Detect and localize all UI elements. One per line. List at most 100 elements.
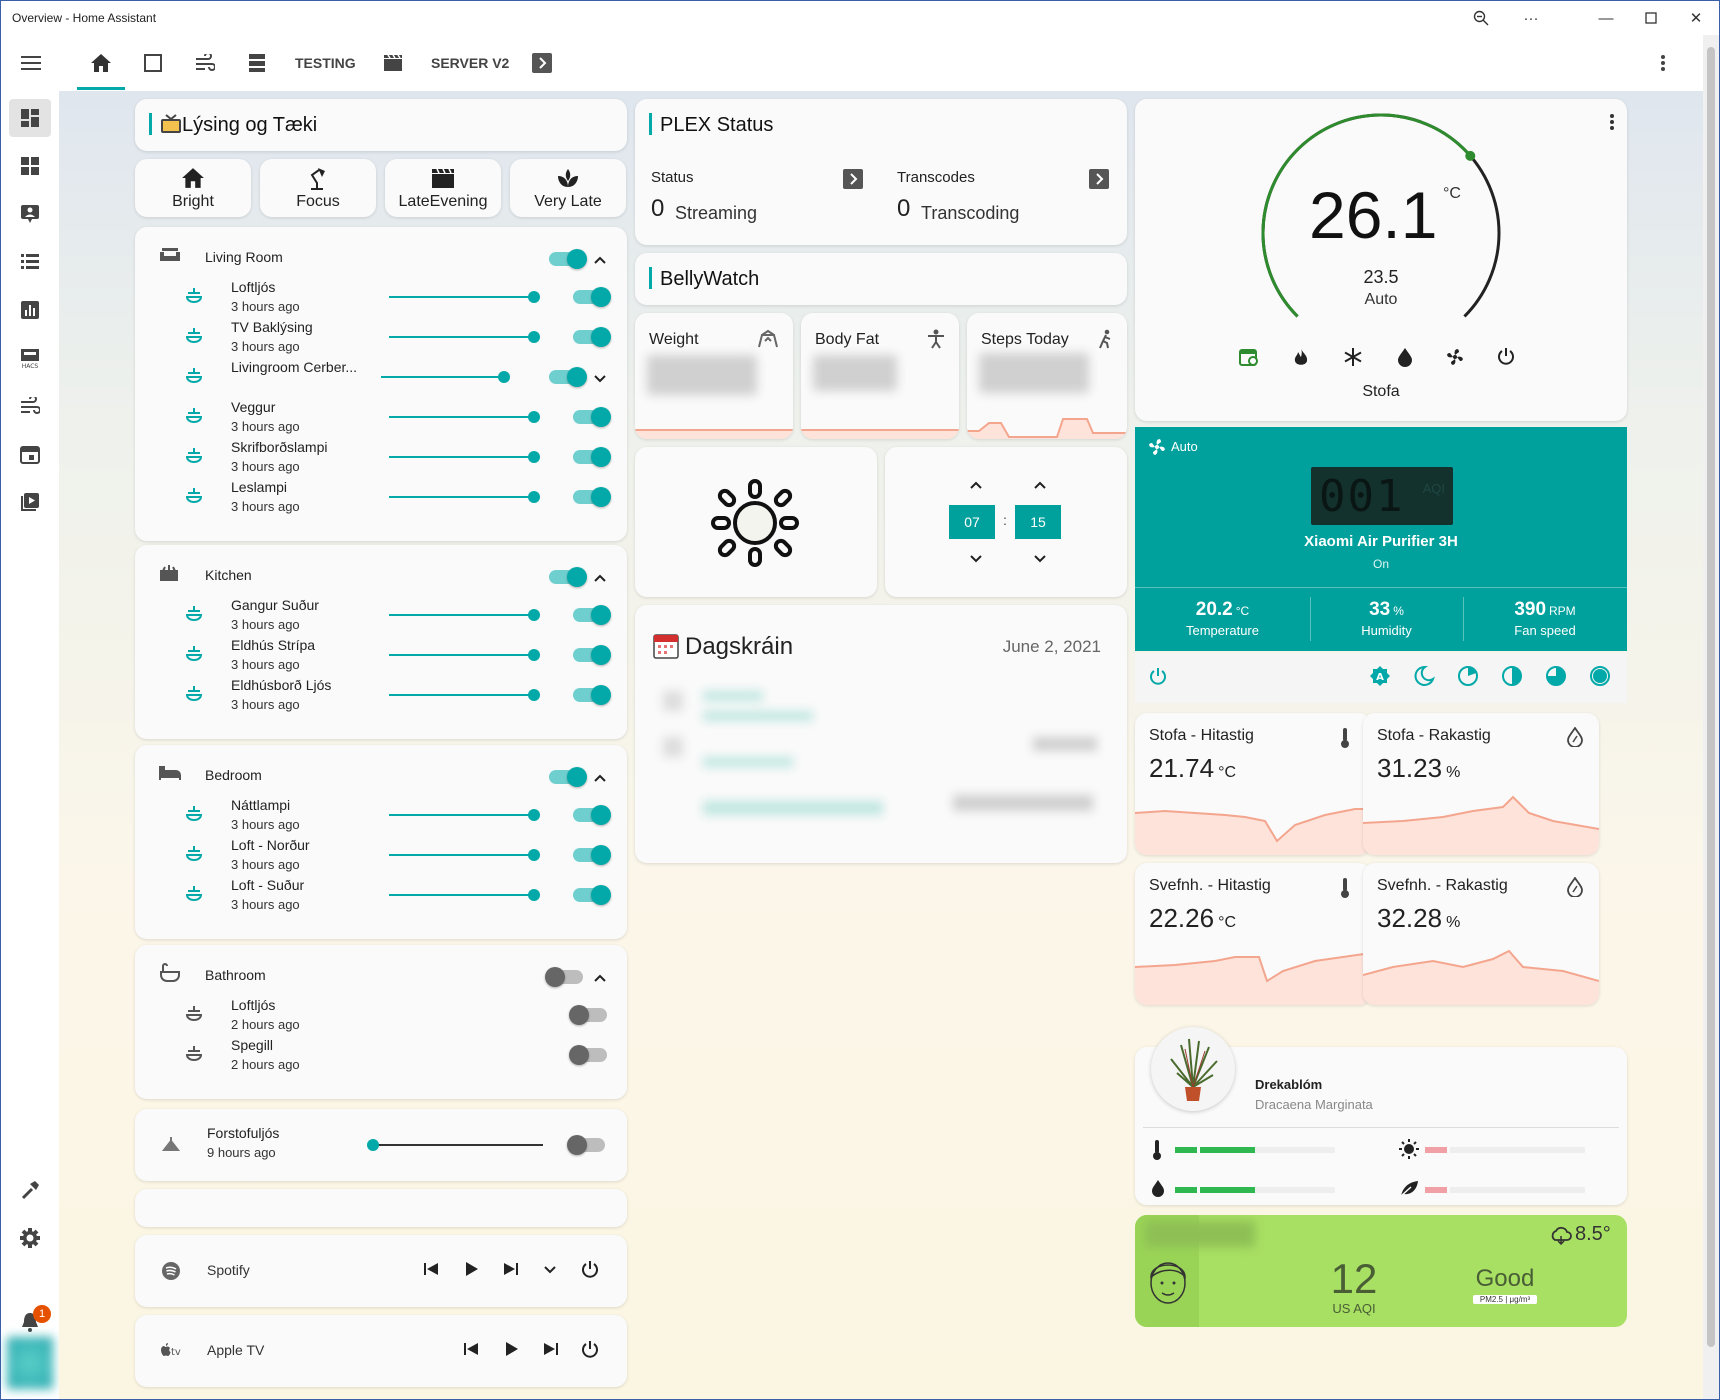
brightness-slider[interactable] <box>389 689 540 701</box>
level-3-icon[interactable] <box>1545 665 1567 692</box>
light-toggle[interactable] <box>573 287 611 307</box>
forstofa-toggle[interactable] <box>567 1135 605 1155</box>
light-row[interactable]: Loft - Suður 3 hours ago <box>135 875 627 915</box>
forstofa-slider[interactable] <box>367 1139 543 1151</box>
brightness-slider[interactable] <box>389 291 540 303</box>
sidebar-item-overview[interactable] <box>9 99 51 137</box>
light-row[interactable]: TV Baklýsing 3 hours ago <box>135 317 627 357</box>
hour-down-icon[interactable] <box>969 551 983 569</box>
scene-button-lateevening[interactable]: LateEvening <box>385 159 501 217</box>
sidebar-item-wind[interactable] <box>9 387 51 425</box>
power-icon[interactable] <box>581 1260 599 1283</box>
light-row[interactable]: Livingroom Cerber... <box>135 357 627 397</box>
brightness-slider[interactable] <box>389 809 540 821</box>
minute-input[interactable]: 15 <box>1015 505 1061 539</box>
light-toggle[interactable] <box>573 327 611 347</box>
auto-mode-icon[interactable]: A <box>1369 665 1391 692</box>
sensor-card[interactable]: Stofa - Rakastig 31.23% <box>1363 713 1599 855</box>
light-row[interactable]: Loftljós 3 hours ago <box>135 277 627 317</box>
chevron-up-icon[interactable] <box>593 252 607 266</box>
more-icon[interactable]: ··· <box>1523 9 1539 27</box>
brightness-slider[interactable] <box>389 331 540 343</box>
fan-icon[interactable] <box>1445 347 1465 372</box>
light-toggle[interactable] <box>573 605 611 625</box>
room-toggle[interactable] <box>549 249 587 269</box>
brightness-slider[interactable] <box>389 849 540 861</box>
sidebar-item-settings[interactable] <box>9 1219 51 1257</box>
light-row[interactable]: Eldhúsborð Ljós 3 hours ago <box>135 675 627 715</box>
light-toggle[interactable] <box>573 645 611 665</box>
light-row[interactable]: Veggur 3 hours ago <box>135 397 627 437</box>
light-row[interactable]: Náttlampi 3 hours ago <box>135 795 627 835</box>
expand-icon[interactable] <box>543 1263 557 1281</box>
next-track-icon[interactable] <box>543 1341 559 1362</box>
light-row[interactable]: Loft - Norður 3 hours ago <box>135 835 627 875</box>
previous-track-icon[interactable] <box>423 1261 439 1282</box>
tab-home[interactable] <box>85 49 117 77</box>
tab-square-icon[interactable] <box>139 49 167 77</box>
power-off-icon[interactable] <box>1497 347 1515 370</box>
sensor-card[interactable]: Svefnh. - Hitastig 22.26 °C <box>1135 863 1371 1005</box>
auto-schedule-icon[interactable] <box>1239 347 1259 372</box>
brightness-slider[interactable] <box>389 649 540 661</box>
night-mode-icon[interactable] <box>1413 665 1435 692</box>
room-toggle[interactable] <box>545 967 583 987</box>
plex-transcodes-more-icon[interactable] <box>1089 169 1109 194</box>
cool-icon[interactable] <box>1343 347 1363 372</box>
brightness-slider[interactable] <box>389 609 540 621</box>
light-toggle[interactable] <box>569 1045 607 1065</box>
light-toggle[interactable] <box>573 805 611 825</box>
heat-icon[interactable] <box>1293 347 1309 372</box>
sidebar-item-list[interactable] <box>9 243 51 281</box>
power-icon[interactable] <box>581 1340 599 1363</box>
scene-button-bright[interactable]: Bright <box>135 159 251 217</box>
light-row[interactable]: Eldhús Strípa 3 hours ago <box>135 635 627 675</box>
tab-server-v2[interactable]: SERVER V2 <box>431 55 510 71</box>
body-fat-card[interactable]: Body Fat <box>801 313 959 439</box>
sidebar-item-developer-tools[interactable] <box>9 1171 51 1209</box>
scene-button-focus[interactable]: Focus <box>260 159 376 217</box>
light-row[interactable]: Skrifborðslampi 3 hours ago <box>135 437 627 477</box>
brightness-slider[interactable] <box>389 889 540 901</box>
room-toggle[interactable] <box>549 767 587 787</box>
sensor-card[interactable]: Stofa - Hitastig 21.74 °C <box>1135 713 1371 855</box>
avatar[interactable] <box>7 1337 53 1389</box>
tab-testing[interactable]: TESTING <box>295 55 356 71</box>
chevron-down-icon[interactable] <box>593 371 607 385</box>
previous-track-icon[interactable] <box>463 1341 479 1362</box>
chevron-up-icon[interactable] <box>593 570 607 584</box>
light-row[interactable]: Loftljós 2 hours ago <box>135 995 627 1035</box>
hour-input[interactable]: 07 <box>949 505 995 539</box>
sidebar-item-dashboard[interactable] <box>9 147 51 185</box>
sidebar-item-media[interactable] <box>9 483 51 521</box>
play-icon[interactable] <box>463 1261 479 1282</box>
zoom-icon[interactable] <box>1461 5 1501 31</box>
tab-clapper-icon[interactable] <box>379 49 407 77</box>
chevron-up-icon[interactable] <box>593 970 607 984</box>
overflow-menu-icon[interactable] <box>1653 49 1673 77</box>
brightness-slider[interactable] <box>381 371 510 383</box>
light-toggle[interactable] <box>573 845 611 865</box>
menu-icon[interactable] <box>17 49 45 77</box>
scene-button-very-late[interactable]: Very Late <box>510 159 626 217</box>
notifications-bell-icon[interactable]: 1 <box>9 1303 51 1341</box>
light-toggle[interactable] <box>573 885 611 905</box>
light-toggle[interactable] <box>569 1005 607 1025</box>
steps-card[interactable]: Steps Today <box>967 313 1127 439</box>
sidebar-item-person[interactable] <box>9 195 51 233</box>
thermostat-menu-icon[interactable] <box>1609 113 1615 136</box>
dry-icon[interactable] <box>1397 347 1413 372</box>
tab-server-icon[interactable] <box>243 49 271 77</box>
scrollbar[interactable] <box>1703 35 1719 1399</box>
weight-card[interactable]: Weight <box>635 313 793 439</box>
light-toggle[interactable] <box>573 447 611 467</box>
brightness-slider[interactable] <box>389 491 540 503</box>
brightness-slider[interactable] <box>389 411 540 423</box>
level-2-icon[interactable] <box>1501 665 1523 692</box>
room-toggle[interactable] <box>549 567 587 587</box>
next-track-icon[interactable] <box>503 1261 519 1282</box>
close-button[interactable]: ✕ <box>1689 10 1703 27</box>
light-toggle[interactable] <box>573 487 611 507</box>
chevron-up-icon[interactable] <box>593 770 607 784</box>
purifier-power-icon[interactable] <box>1149 667 1167 690</box>
